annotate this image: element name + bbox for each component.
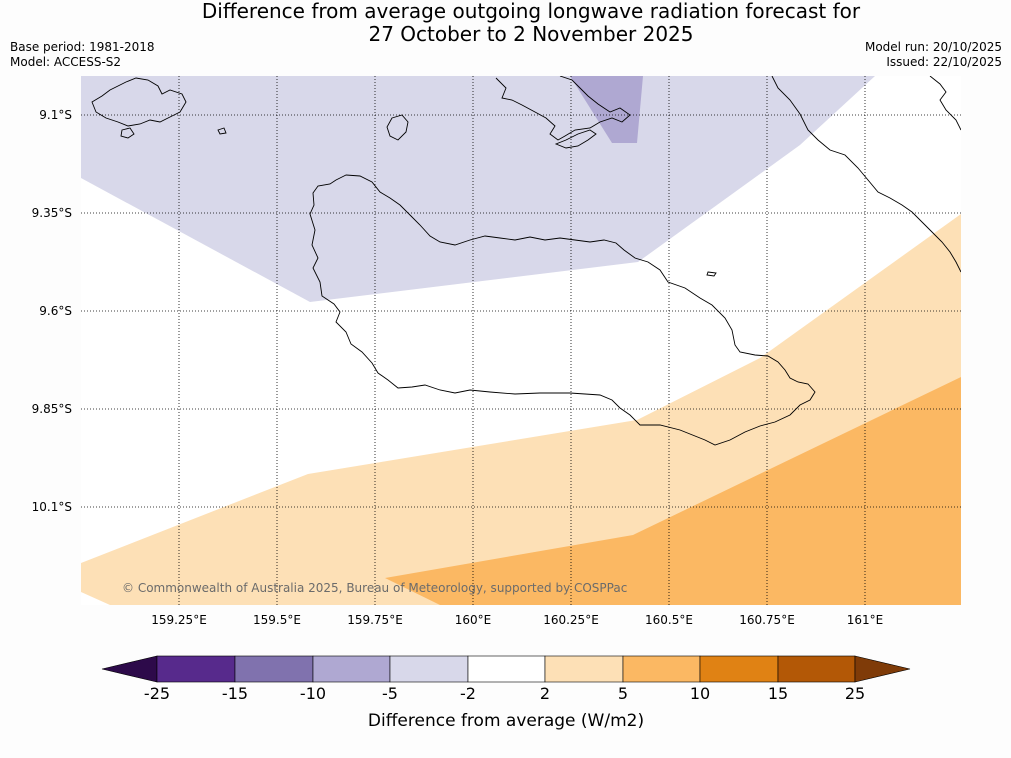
meta-right: Model run: 20/10/2025 Issued: 22/10/2025: [865, 40, 1002, 70]
colorbar-tick-label: 15: [768, 684, 788, 703]
lon-label: 160.25°E: [543, 613, 599, 627]
colorbar-tick-label: -25: [144, 684, 170, 703]
colorbar-bin: [777, 655, 856, 683]
colorbar-tick-label: -2: [460, 684, 476, 703]
colorbar: -25 -15 -10 -5 -2 2 5 10 15 25 Differenc…: [101, 655, 911, 731]
coastline-russell-islands: [91, 77, 187, 127]
colorbar-tick-label: 10: [690, 684, 710, 703]
colorbar-bin: [622, 655, 701, 683]
latitude-labels: 9.1°S 9.35°S 9.6°S 9.85°S 10.1°S: [32, 108, 72, 514]
coastline-small-island-a: [386, 114, 409, 141]
title-line-2: 27 October to 2 November 2025: [368, 22, 694, 46]
colorbar-tick-label: 2: [540, 684, 550, 703]
issued-date: Issued: 22/10/2025: [886, 55, 1002, 69]
lon-label: 160.5°E: [645, 613, 693, 627]
coastline-malaita: [771, 76, 961, 273]
colorbar-tick-label: 25: [845, 684, 865, 703]
lon-label: 160.75°E: [739, 613, 795, 627]
colorbar-bin: [234, 655, 314, 683]
contour-neg5-neg2: [81, 76, 875, 302]
model-name: Model: ACCESS-S2: [10, 55, 122, 69]
base-period: Base period: 1981-2018: [10, 40, 155, 54]
colorbar-tick-label: -15: [222, 684, 248, 703]
colorbar-ticks: -25 -15 -10 -5 -2 2 5 10 15 25: [144, 684, 865, 703]
colorbar-extend-max: [854, 655, 911, 683]
copyright-notice: © Commonwealth of Australia 2025, Bureau…: [122, 581, 627, 595]
lon-label: 159.5°E: [253, 613, 301, 627]
coastline-florida-islands: [495, 76, 631, 141]
title-line-1: Difference from average outgoing longwav…: [201, 0, 861, 23]
coastline-nggela-east: [554, 129, 597, 149]
lat-label: 9.85°S: [32, 402, 72, 416]
colorbar-title: Difference from average (W/m2): [368, 711, 644, 731]
colorbar-bin: [312, 655, 391, 683]
colorbar-tick-label: -5: [382, 684, 398, 703]
lon-label: 159.25°E: [151, 613, 207, 627]
lat-label: 10.1°S: [32, 500, 72, 514]
coastlines: [91, 76, 961, 446]
colorbar-bin: [699, 655, 779, 683]
map-plot-area: © Commonwealth of Australia 2025, Bureau…: [81, 76, 961, 605]
colorbar-tick-label: -10: [300, 684, 326, 703]
contour-pos5-pos10: [385, 377, 961, 605]
model-run: Model run: 20/10/2025: [864, 40, 1002, 54]
coastline-small-island-b: [706, 271, 717, 277]
colorbar-bin: [156, 655, 236, 683]
colorbar-tick-label: 5: [618, 684, 628, 703]
coastline-russell-small-a: [120, 127, 135, 139]
lat-label: 9.1°S: [39, 108, 72, 122]
coastline-russell-small-b: [217, 127, 227, 135]
gridlines: [81, 76, 961, 605]
lat-label: 9.35°S: [32, 206, 72, 220]
lon-label: 160°E: [455, 613, 492, 627]
coastline-malaita-north: [929, 76, 961, 131]
colorbar-bin: [544, 655, 624, 683]
longitude-labels: 159.25°E 159.5°E 159.75°E 160°E 160.25°E…: [151, 613, 883, 627]
map-title: Difference from average outgoing longwav…: [0, 0, 1011, 46]
meta-left: Base period: 1981-2018 Model: ACCESS-S2: [10, 40, 155, 70]
colorbar-extend-min: [101, 655, 158, 683]
colorbar-bin: [467, 655, 546, 683]
colorbar-bin: [389, 655, 469, 683]
lon-label: 159.75°E: [347, 613, 403, 627]
coastline-guadalcanal: [309, 174, 816, 446]
lon-label: 161°E: [847, 613, 884, 627]
lat-label: 9.6°S: [39, 304, 72, 318]
